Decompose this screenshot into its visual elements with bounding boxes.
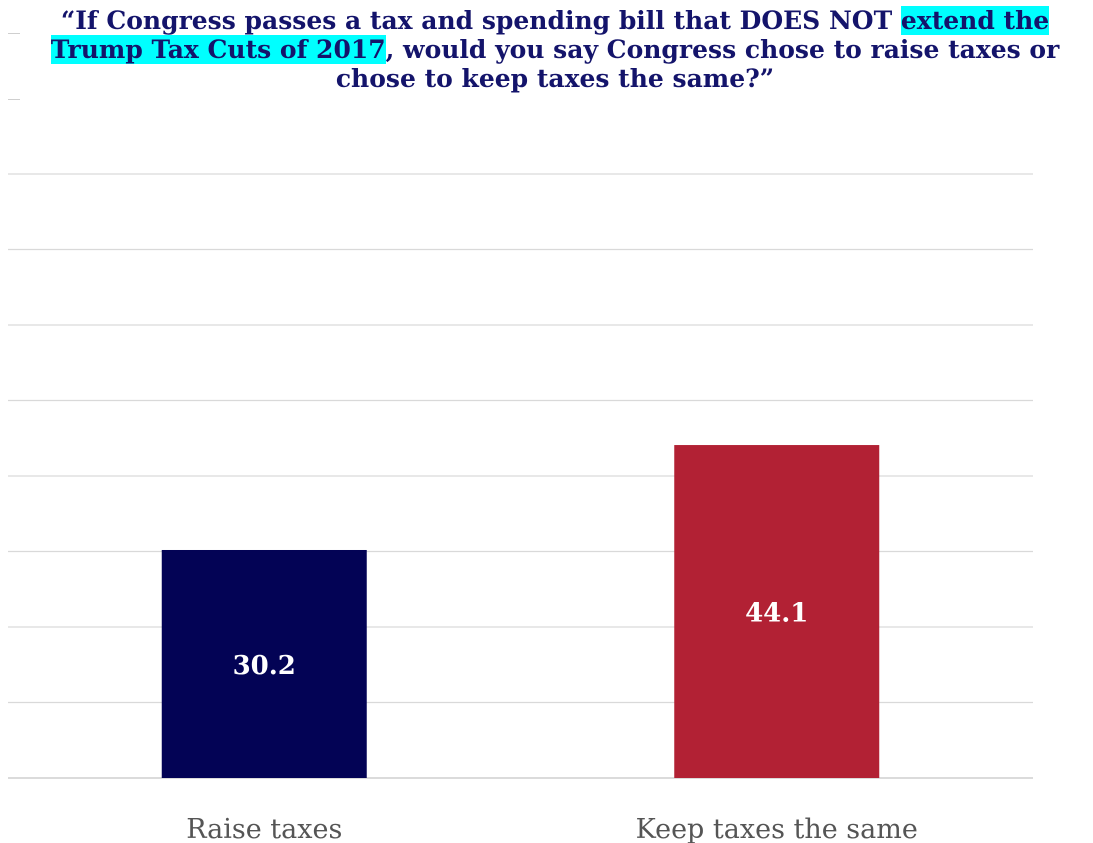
bar-keep-taxes-the-same [674, 445, 880, 778]
title-text: “If Congress passes a tax and spending b… [60, 6, 901, 35]
stray-mark [8, 99, 20, 100]
title-text: , would you say Congress chose to raise … [335, 35, 1060, 93]
bar-value-label: 44.1 [745, 599, 808, 629]
category-label: Keep taxes the same [636, 814, 918, 843]
bar-value-label: 30.2 [233, 651, 296, 681]
bars: 30.2 44.1 [161, 445, 880, 778]
category-labels: Raise taxes Keep taxes the same [186, 814, 918, 843]
category-label: Raise taxes [186, 814, 342, 843]
stray-mark [8, 33, 20, 34]
bar-raise-taxes [161, 549, 367, 778]
chart-title: “If Congress passes a tax and spending b… [40, 6, 1070, 93]
